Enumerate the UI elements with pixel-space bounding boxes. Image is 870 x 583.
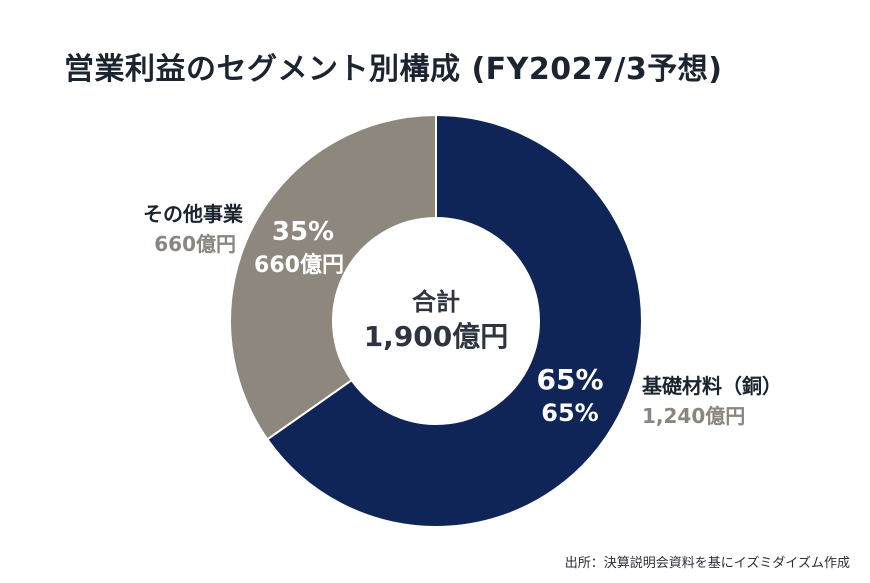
slice-copper <box>265 113 643 528</box>
source-note: 出所：決算説明会資料を基にイズミダイズム作成 <box>564 556 850 571</box>
outer-label-other-value: 660億円 <box>154 232 236 256</box>
slice-label-copper-percent: 65% <box>536 363 603 396</box>
slice-label-other-second-line: 660億円 <box>254 252 344 278</box>
slice-label-other-percent: 35% <box>272 217 334 247</box>
donut-slices <box>229 113 643 528</box>
slice-other <box>229 113 437 441</box>
outer-label-other-name: その他事業 <box>143 202 244 226</box>
outer-label-copper-name: 基礎材料（銅） <box>642 374 782 398</box>
slice-label-copper-second-line: 65% <box>541 399 598 427</box>
center-label-total: 1,900億円 <box>364 320 509 353</box>
center-label-title: 合計 <box>412 288 460 316</box>
outer-label-copper-value: 1,240億円 <box>642 404 745 428</box>
chart-title: 営業利益のセグメント別構成 (FY2027/3予想) <box>64 52 723 87</box>
